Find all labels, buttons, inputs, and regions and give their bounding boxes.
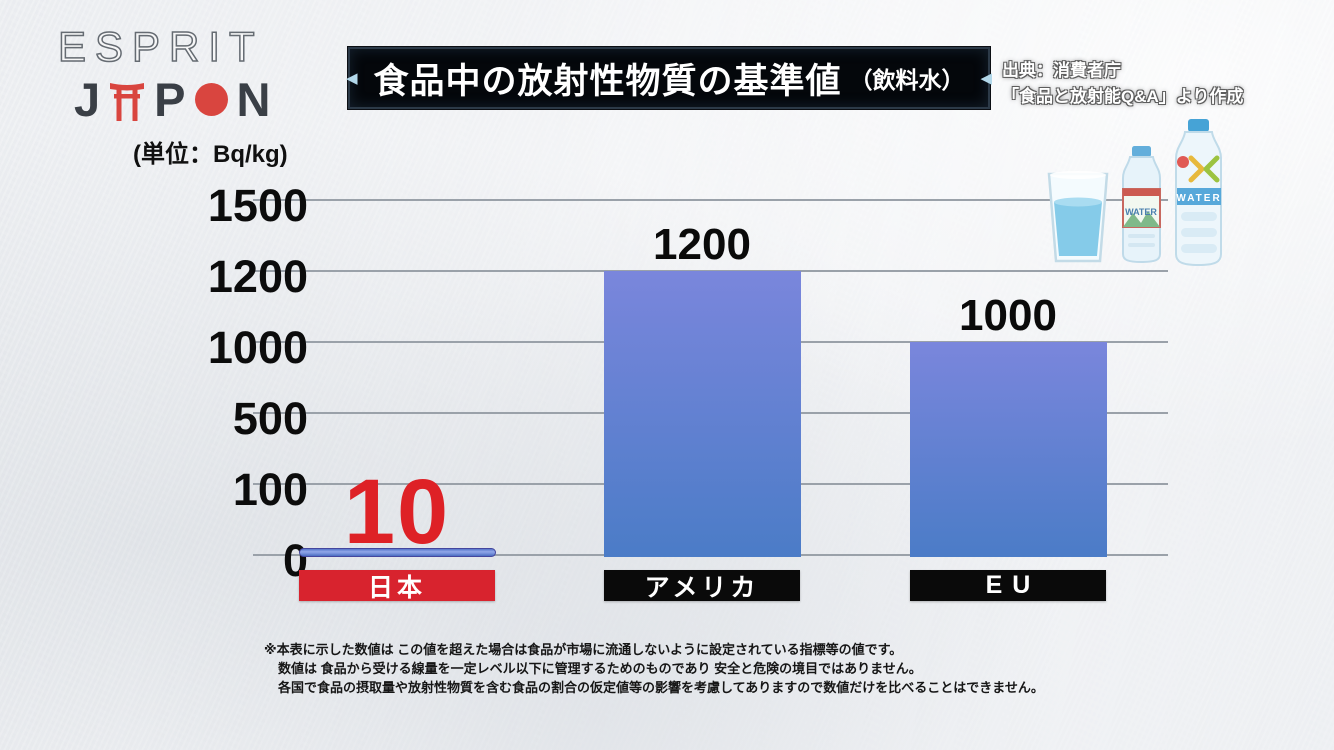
title-banner: ◀ 食品中の放射性物質の基準値 （飲料水） ◀ [345,47,993,109]
large-bottle-label-text: WATER [1176,193,1221,204]
category-label-EU: EU [910,570,1106,601]
source-line-1: 出典：消費者庁 [1002,61,1121,80]
gridline-1500 [253,199,1168,201]
logo-line1: ESPRIT [57,23,264,70]
category-label-アメリカ: アメリカ [604,570,800,602]
bar-value-アメリカ: 1200 [653,220,751,269]
footnote: ※本表に示した数値は この値を超えた場合は食品が市場に流通しないように設定されて… [264,640,1044,697]
logo-letter-j: J [74,73,101,126]
banner-right-arrow-icon: ◀ [980,69,993,87]
page-title: 食品中の放射性物質の基準値 [373,61,842,101]
small-bottle-label-text: WATER [1125,207,1157,217]
y-axis-unit-label: (単位：Bq/kg) [133,141,288,168]
y-tick-label-1000: 1000 [207,322,308,373]
page-title-suffix: （飲料水） [849,67,965,93]
banner-left-arrow-icon: ◀ [345,69,358,87]
footnote-line-2: 数値は 食品から受ける線量を一定レベル以下に管理するためのものであり 安全と危険… [278,661,922,676]
gridline-100 [253,483,1168,485]
bar-日本 [298,548,496,557]
y-tick-label-1200: 1200 [207,251,308,302]
esprit-japon-logo: ESPRIT J P N [57,23,279,123]
torii-gate-icon [110,82,145,121]
gridline-500 [253,412,1168,414]
bar-value-EU: 1000 [959,291,1057,340]
y-tick-label-100: 100 [232,464,308,515]
water-illustrations: WATER WATER [1047,119,1222,267]
logo-letter-p: P [154,73,186,126]
source-line-2: 「食品と放射能Q&A」より作成 [1002,87,1244,106]
footnote-line-3: 各国で食品の摂取量や放射性物質を含む食品の割合の仮定値等の影響を考慮してあります… [278,680,1044,695]
large-water-bottle-icon: WATER [1175,119,1222,267]
gridline-1200 [253,270,1168,272]
logo-line2: J P N [58,76,279,123]
bar-value-日本: 10 [343,461,451,563]
footnote-line-1: ※本表に示した数値は この値を超えた場合は食品が市場に流通しないように設定されて… [264,642,903,657]
gridline-1000 [253,341,1168,343]
gridline-0 [253,554,1168,556]
logo-letter-n: N [236,73,271,126]
source-attribution: 出典：消費者庁 「食品と放射能Q&A」より作成 [1002,58,1243,110]
logo-dot-icon [194,83,228,116]
y-tick-label-1500: 1500 [207,180,308,231]
category-label-日本: 日本 [299,570,495,602]
y-tick-label-500: 500 [232,393,308,444]
small-water-bottle-icon: WATER [1122,146,1161,264]
bar-アメリカ [603,271,801,557]
bar-EU [909,342,1107,557]
water-glass-icon [1047,171,1109,263]
y-tick-label-0: 0 [282,535,308,586]
